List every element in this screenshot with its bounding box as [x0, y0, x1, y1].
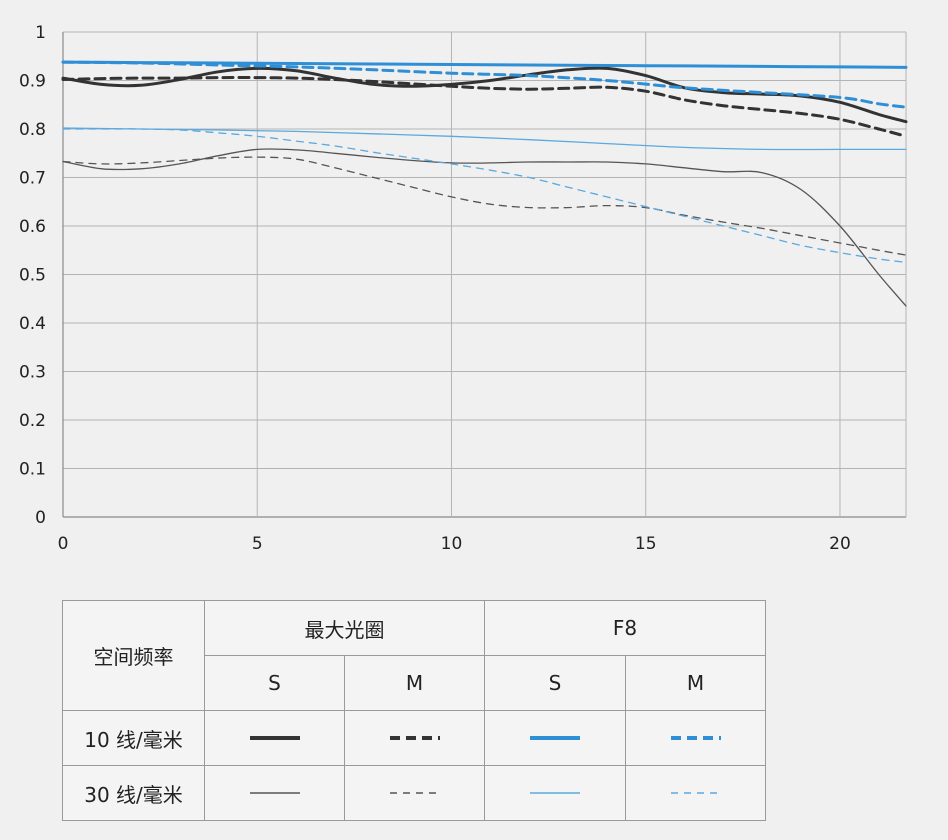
y-tick-label: 0: [35, 508, 46, 528]
legend-table: 空间频率 最大光圈 F8 S M S M 10 线/毫米 30 线/毫米: [62, 600, 767, 821]
x-tick-label: 5: [252, 534, 263, 554]
legend-col-m-f8: M: [624, 655, 767, 711]
legend-col-m-max: M: [344, 655, 485, 711]
chart-series: [61, 60, 908, 307]
legend-header-spatial-frequency: 空间频率: [62, 600, 205, 711]
y-tick-label: 0.5: [19, 266, 46, 286]
series-line-6: [62, 127, 907, 151]
series-line-5: [62, 156, 907, 256]
legend-col-s-f8: S: [484, 655, 626, 711]
y-tick-label: 0.7: [19, 169, 46, 189]
legend-group-f8: F8: [483, 600, 767, 656]
y-tick-label: 0.4: [19, 314, 46, 334]
y-tick-label: 0.2: [19, 411, 46, 431]
legend-row-10lpmm: 10 线/毫米: [62, 710, 205, 766]
series-line-0: [61, 66, 908, 124]
series-line-7: [62, 128, 907, 264]
legend-swatch-f8-m-10: [624, 710, 767, 766]
x-tick-label: 0: [58, 534, 69, 554]
x-tick-label: 10: [441, 534, 463, 554]
chart-tick-labels: 00.10.20.30.40.50.60.70.80.910 5 10 15 20: [19, 23, 851, 554]
legend-swatch-f8-s-30: [484, 765, 626, 821]
y-tick-label: 0.9: [19, 72, 46, 92]
series-line-4: [62, 148, 907, 307]
x-tick-label: 20: [829, 534, 851, 554]
y-tick-label: 0.1: [19, 460, 46, 480]
legend-swatch-max-s-10: [204, 710, 345, 766]
legend-row-30lpmm: 30 线/毫米: [62, 765, 205, 821]
series-line-1: [61, 76, 908, 138]
chart-grid: [62, 31, 907, 518]
series-line-2: [61, 60, 908, 69]
mtf-chart: 00.10.20.30.40.50.60.70.80.910 5 10 15 20: [19, 23, 908, 554]
legend-group-max-aperture: 最大光圈: [204, 600, 485, 656]
legend-col-s-max: S: [204, 655, 345, 711]
series-line-3: [61, 60, 908, 109]
y-tick-label: 0.6: [19, 217, 46, 237]
y-tick-label: 0.8: [19, 120, 46, 140]
x-tick-label: 15: [635, 534, 657, 554]
y-tick-label: 1: [35, 23, 46, 43]
y-tick-label: 0.3: [19, 363, 46, 383]
legend-swatch-max-m-30: [344, 765, 485, 821]
legend-swatch-max-s-30: [204, 765, 345, 821]
legend-swatch-f8-s-10: [484, 710, 626, 766]
legend-swatch-max-m-10: [344, 710, 485, 766]
legend-swatch-f8-m-30: [624, 765, 767, 821]
